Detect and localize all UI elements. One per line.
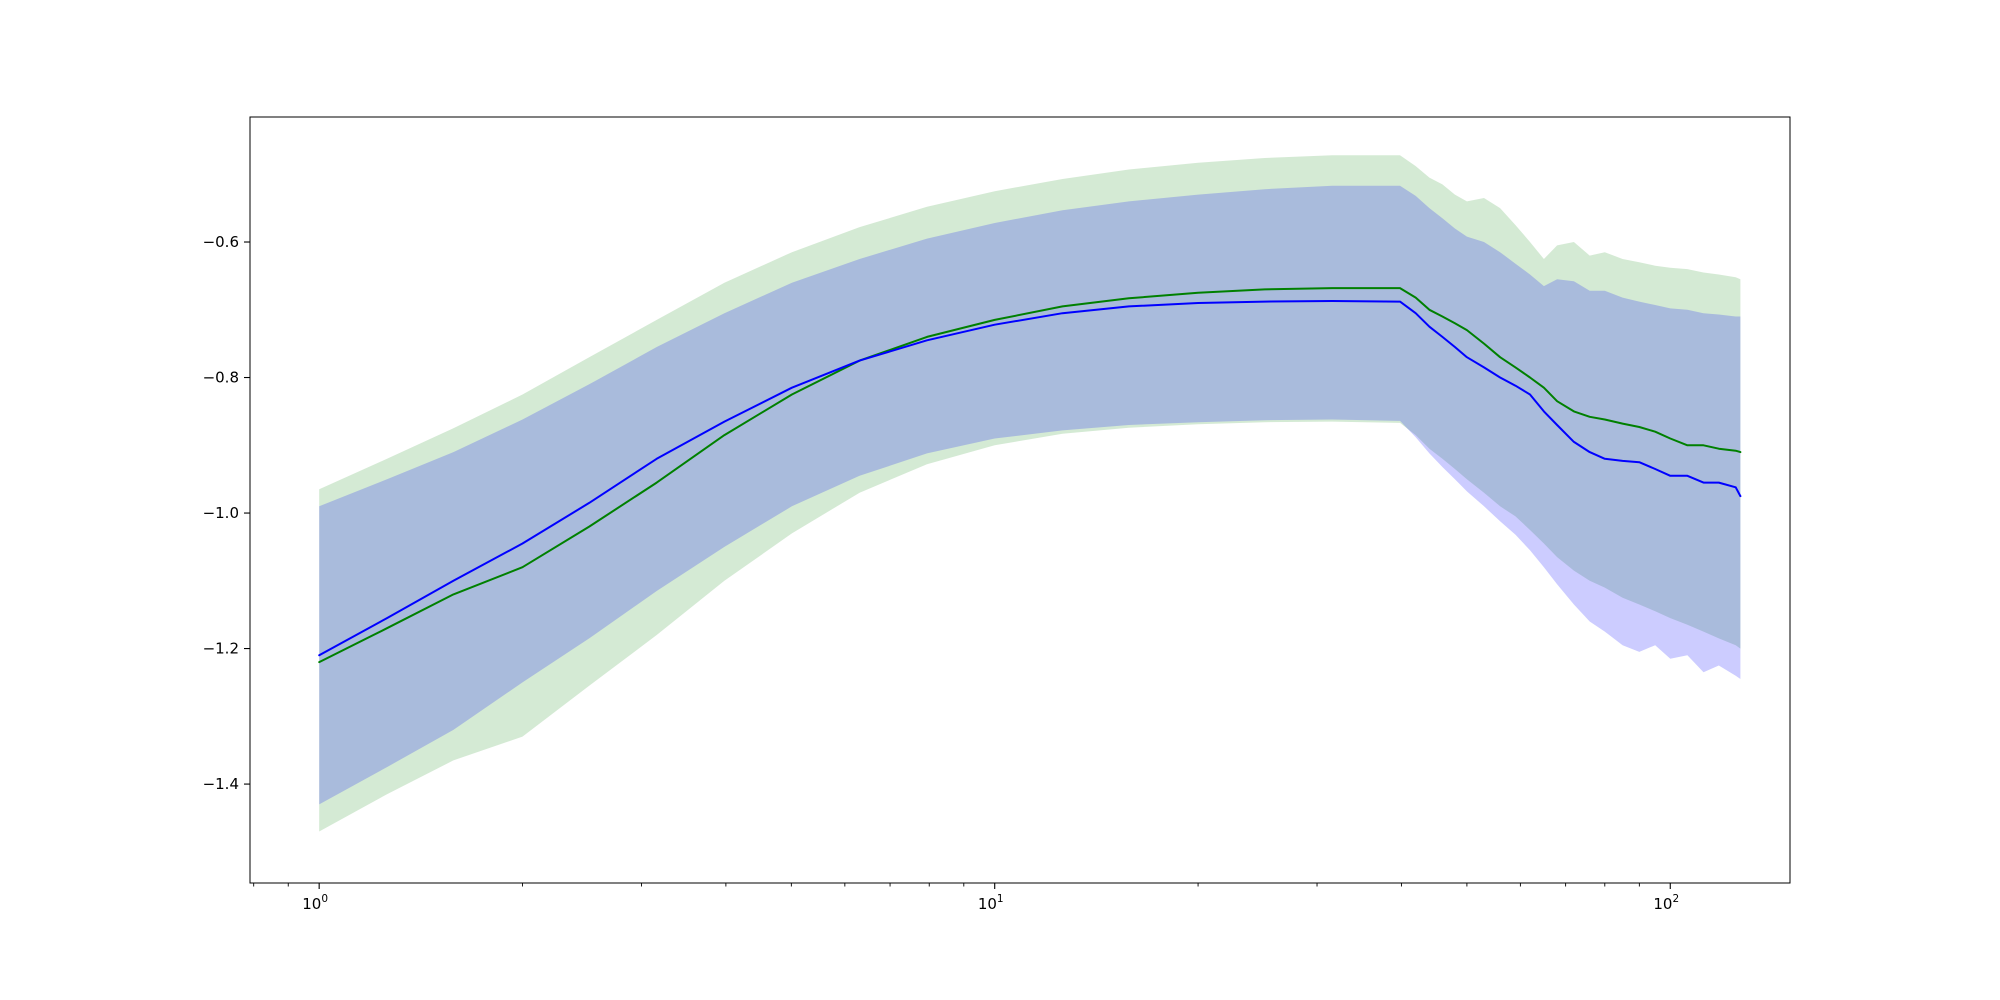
y-tick-label: −1.0 <box>203 504 239 522</box>
mean-line-blue-curve <box>318 300 1742 657</box>
y-tick-label: −1.2 <box>203 640 239 658</box>
plot-frame <box>249 116 1791 884</box>
y-tick-label: −0.8 <box>203 369 239 387</box>
mean-line-green-curve <box>318 287 1742 664</box>
y-tick-label: −0.6 <box>203 233 239 251</box>
x-tick-label: 100 <box>302 893 328 913</box>
y-tick-label: −1.4 <box>203 775 239 793</box>
confidence-band-green-curve <box>319 155 1741 832</box>
x-tick-label: 101 <box>978 893 1004 913</box>
x-tick-label: 102 <box>1653 893 1679 913</box>
confidence-band-blue-curve <box>319 185 1741 805</box>
